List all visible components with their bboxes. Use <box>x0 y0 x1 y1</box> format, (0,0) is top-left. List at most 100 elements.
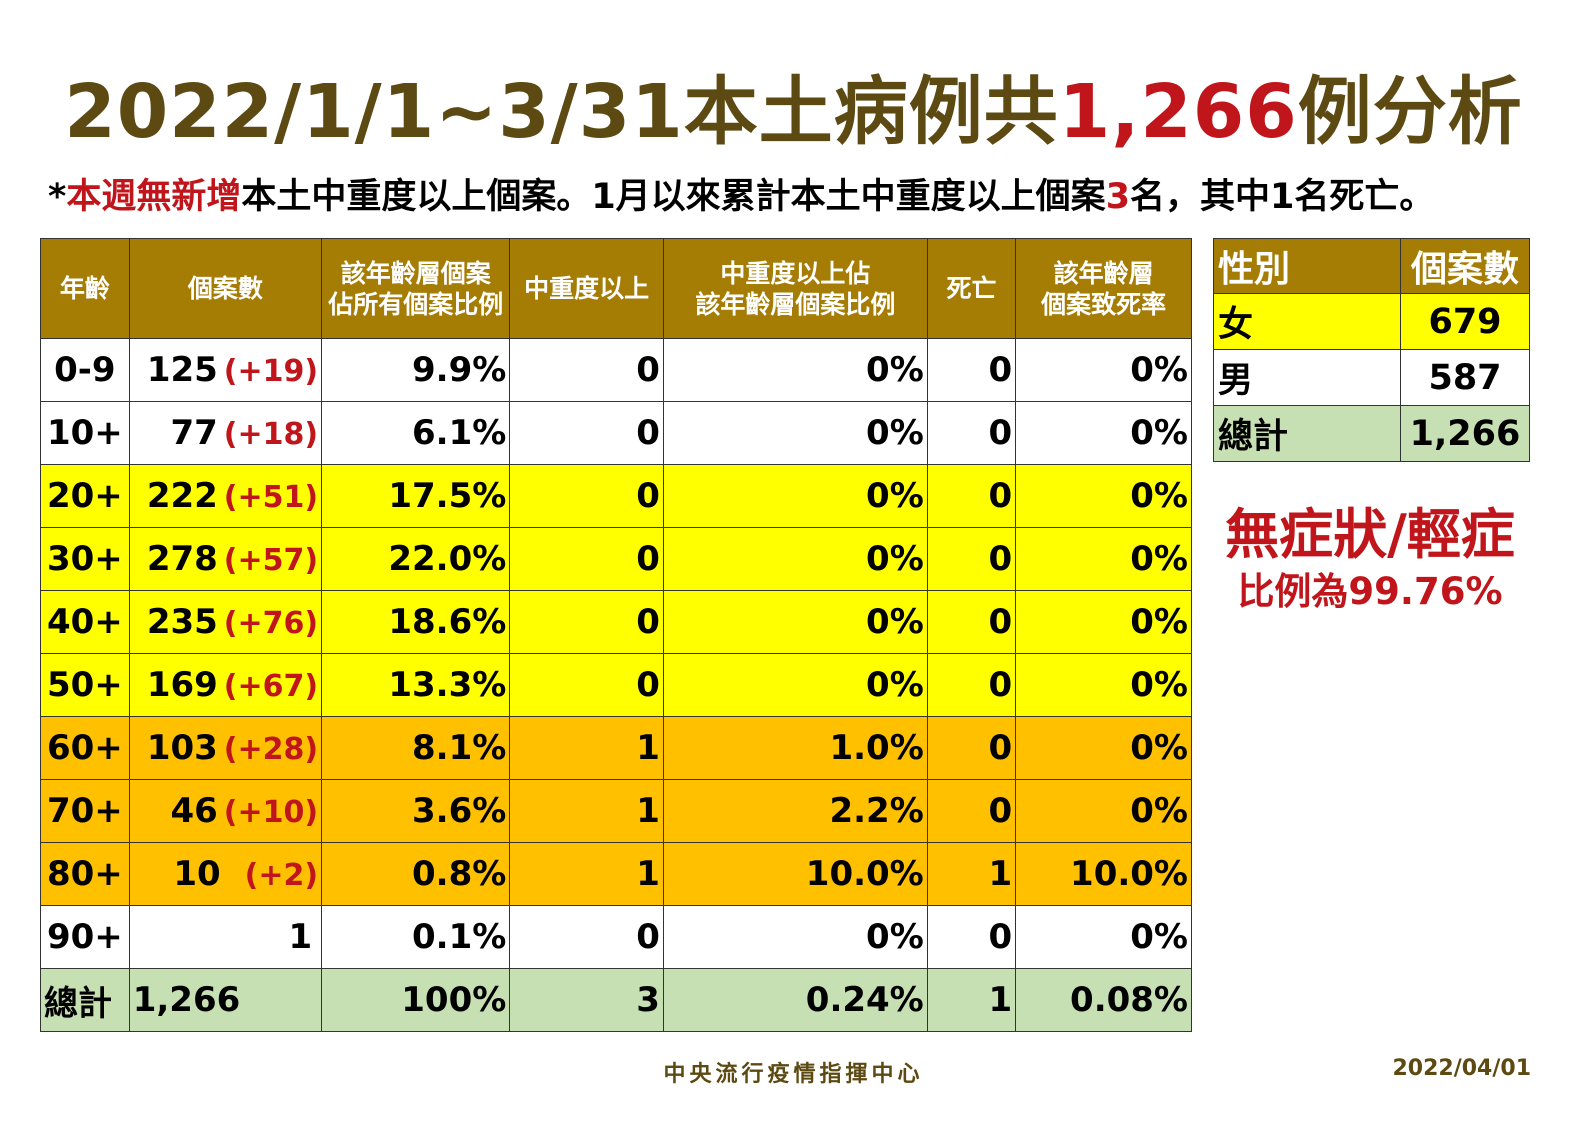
percent-cell-value: 0.8% <box>412 854 507 894</box>
percent-cell: 9.9% <box>321 338 511 402</box>
table-row: 60+ 103 (+28) 8.1% 1 1.0% 0 0% <box>40 716 1192 780</box>
age-cell: 30+ <box>40 527 130 591</box>
severe-percent-cell: 2.2% <box>662 779 928 843</box>
severe-cell-value: 0 <box>636 476 660 516</box>
death-cell-value: 0 <box>988 728 1013 768</box>
weekly-increase: (+2) <box>244 858 319 893</box>
weekly-increase: (+76) <box>223 606 319 641</box>
death-cell-value: 0 <box>988 602 1013 642</box>
severe-cell-value: 1 <box>636 791 660 831</box>
age-cell: 80+ <box>40 842 130 906</box>
table-row: 10+ 77 (+18) 6.1% 0 0% 0 0% <box>40 401 1192 465</box>
percent-cell: 0.1% <box>321 905 511 969</box>
death-cell: 0 <box>926 905 1017 969</box>
header-percent: 該年齡層個案 佔所有個案比例 <box>321 238 511 339</box>
cases-cell-value: 1 <box>288 917 313 957</box>
severe-cell: 1 <box>509 779 664 843</box>
cases-cell: 1 <box>128 905 323 969</box>
death-rate-cell: 0% <box>1015 338 1192 402</box>
sex-table-header-row: 性別 個案數 <box>1213 238 1530 294</box>
severe-cell: 0 <box>509 653 664 717</box>
percent-cell-value: 0.1% <box>412 917 507 957</box>
death-cell-value: 0 <box>988 413 1013 453</box>
header-death-rate-line1: 該年齡層 <box>1053 258 1154 288</box>
death-cell: 0 <box>926 338 1017 402</box>
death-cell-value: 0 <box>988 476 1013 516</box>
sex-label: 總計 <box>1213 405 1401 462</box>
cases-cell: 10 (+2) <box>128 842 323 906</box>
death-cell-value: 1 <box>988 980 1013 1020</box>
percent-cell-value: 6.1% <box>412 413 507 453</box>
severe-cell-value: 0 <box>636 350 660 390</box>
percent-cell: 13.3% <box>321 653 511 717</box>
age-cell: 20+ <box>40 464 130 528</box>
death-cell-value: 0 <box>988 665 1013 705</box>
percent-cell-value: 8.1% <box>412 728 507 768</box>
sex-row-female: 女 679 <box>1213 293 1530 350</box>
death-rate-cell-value: 0% <box>1130 602 1188 642</box>
age-cell-value: 0-9 <box>54 350 116 390</box>
sex-header-label: 性別 <box>1213 238 1401 294</box>
weekly-increase: (+10) <box>223 795 319 830</box>
table-row: 30+ 278 (+57) 22.0% 0 0% 0 0% <box>40 527 1192 591</box>
title-prefix: 2022/1/1~3/31本土病例共 <box>64 69 1059 155</box>
death-cell: 1 <box>926 968 1017 1032</box>
severe-percent-cell: 0% <box>662 338 928 402</box>
death-rate-cell: 10.0% <box>1015 842 1192 906</box>
severe-cell-value: 0 <box>636 539 660 579</box>
severe-percent-cell-value: 0.24% <box>805 980 924 1020</box>
death-rate-cell: 0% <box>1015 905 1192 969</box>
header-death: 死亡 <box>926 238 1017 339</box>
sex-row-male: 男 587 <box>1213 349 1530 406</box>
percent-cell: 100% <box>321 968 511 1032</box>
cases-cell: 103 (+28) <box>128 716 323 780</box>
death-rate-cell-value: 0% <box>1130 665 1188 705</box>
sex-table: 性別 個案數 女 679 男 587 總計 1,266 <box>1213 238 1530 462</box>
severe-percent-cell-value: 0% <box>866 539 924 579</box>
death-rate-cell: 0% <box>1015 401 1192 465</box>
severe-cell: 0 <box>509 590 664 654</box>
subtitle: *本週無新增本土中重度以上個案。1月以來累計本土中重度以上個案3名，其中1名死亡… <box>48 168 1568 219</box>
cases-cell-value: 125 <box>146 350 218 390</box>
header-severe-percent-line1: 中重度以上佔 <box>720 258 871 288</box>
cases-cell: 1,266 <box>128 968 323 1032</box>
sex-count: 1,266 <box>1400 405 1530 462</box>
death-rate-cell-value: 0.08% <box>1070 980 1188 1020</box>
severe-percent-cell: 0.24% <box>662 968 928 1032</box>
death-rate-cell: 0% <box>1015 653 1192 717</box>
percent-cell-value: 18.6% <box>388 602 507 642</box>
age-cell-value: 總計 <box>44 983 112 1024</box>
death-cell: 0 <box>926 527 1017 591</box>
severe-percent-cell: 0% <box>662 527 928 591</box>
severe-percent-cell-value: 0% <box>866 917 924 957</box>
severe-percent-cell-value: 0% <box>866 476 924 516</box>
cases-cell-value: 46 <box>170 791 218 831</box>
age-cell-value: 50+ <box>46 665 123 705</box>
severe-cell-value: 1 <box>636 728 660 768</box>
death-rate-cell: 0% <box>1015 716 1192 780</box>
severe-cell-value: 3 <box>636 980 660 1020</box>
severe-cell: 0 <box>509 338 664 402</box>
severe-percent-cell: 10.0% <box>662 842 928 906</box>
header-severe-percent-line2: 該年齡層個案比例 <box>695 289 896 319</box>
age-cell: 總計 <box>40 968 130 1032</box>
severe-percent-cell-value: 10.0% <box>805 854 924 894</box>
severe-cell-value: 0 <box>636 602 660 642</box>
death-rate-cell: 0% <box>1015 527 1192 591</box>
death-cell: 0 <box>926 653 1017 717</box>
severe-percent-cell-value: 0% <box>866 665 924 705</box>
weekly-increase: (+67) <box>223 669 319 704</box>
death-cell-value: 1 <box>988 854 1013 894</box>
percent-cell-value: 13.3% <box>388 665 507 705</box>
percent-cell-value: 22.0% <box>388 539 507 579</box>
severe-percent-cell-value: 0% <box>866 602 924 642</box>
death-cell-value: 0 <box>988 917 1013 957</box>
death-cell-value: 0 <box>988 350 1013 390</box>
death-rate-cell-value: 0% <box>1130 539 1188 579</box>
header-severe: 中重度以上 <box>509 238 664 339</box>
cases-cell-value: 77 <box>170 413 218 453</box>
cases-cell-value: 103 <box>146 728 218 768</box>
percent-cell-value: 3.6% <box>412 791 507 831</box>
cases-cell-value: 278 <box>146 539 218 579</box>
severe-cell: 0 <box>509 401 664 465</box>
